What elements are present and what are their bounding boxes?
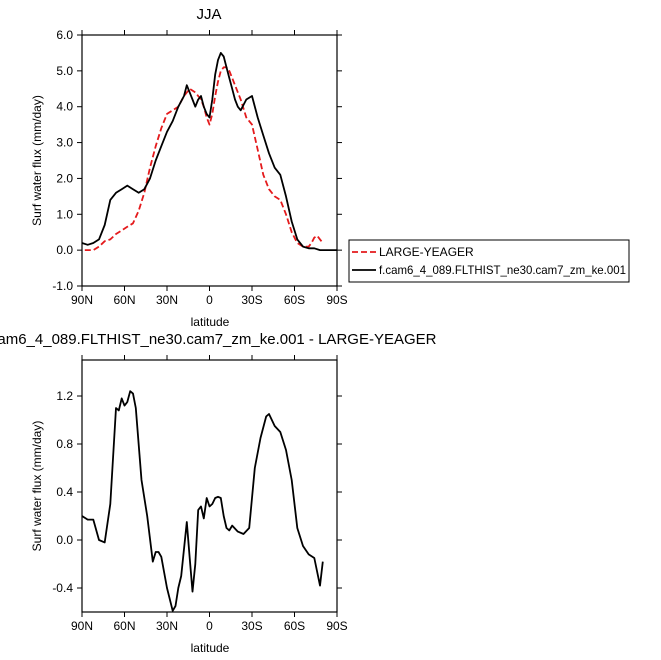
chart-top-legend: LARGE-YEAGER f.cam6_4_089.FLTHIST_ne30.c… xyxy=(348,239,630,283)
x-tick-label: 60N xyxy=(113,619,135,633)
y-tick-label: 4.0 xyxy=(56,100,73,114)
chart-bottom-plot-area: 90N 60N 30N 0 30S 60S 90S -0.4 0.0 0.4 0.8 1.2 xyxy=(52,355,348,633)
chart-top-legend-box xyxy=(348,239,630,283)
chart-bottom-xlabel: latitude xyxy=(191,641,230,655)
series-line-difference xyxy=(81,390,324,612)
chart-top-xlabel: latitude xyxy=(191,315,230,329)
x-tick-label: 90S xyxy=(326,293,347,307)
x-tick-label: 30N xyxy=(156,293,178,307)
x-tick-label: 0 xyxy=(206,293,213,307)
x-tick-label: 90S xyxy=(326,619,347,633)
y-tick-label: 5.0 xyxy=(56,64,73,78)
chart-top-plot-area: 90N 60N 30N 0 30S 60S 90S -1.0 0.0 1.0 2.0 3.0 4.0 5.… xyxy=(52,28,347,307)
x-tick-label: 60N xyxy=(113,293,135,307)
chart-top-frame xyxy=(81,34,338,287)
chart-bottom: f.cam6_4_089.FLTHIST_ne30.cam7_zm_ke.001… xyxy=(0,331,437,655)
x-tick-label: 30S xyxy=(241,293,262,307)
chart-top-title: JJA xyxy=(196,6,221,23)
chart-bottom-ylabel: Surf water flux (mm/day) xyxy=(30,421,44,552)
legend-label-cam6: f.cam6_4_089.FLTHIST_ne30.cam7_zm_ke.001 xyxy=(379,263,626,277)
y-tick-label: 3.0 xyxy=(56,136,73,150)
legend-label-large-yeager: LARGE-YEAGER xyxy=(379,245,474,259)
chart-top: JJA 90N 60N 30N 0 30S 60S 90S -1.0 0.0 1.0 2.0 3.0 4… xyxy=(30,6,630,329)
chart-bottom-frame xyxy=(81,359,338,613)
y-tick-label: 1.2 xyxy=(56,389,73,403)
series-line-large-yeager xyxy=(84,66,324,252)
y-tick-label: 1.0 xyxy=(56,207,73,221)
y-tick-label: 0.0 xyxy=(56,533,73,547)
series-line-f-cam6-4-089-flthist-ne30-cam7-zm-ke-001 xyxy=(81,52,337,252)
chart-bottom-title: f.cam6_4_089.FLTHIST_ne30.cam7_zm_ke.001… xyxy=(0,331,437,348)
y-tick-label: 2.0 xyxy=(56,171,73,185)
y-tick-label: 0.0 xyxy=(56,243,73,257)
x-tick-label: 30S xyxy=(241,619,262,633)
x-tick-label: 0 xyxy=(206,619,213,633)
y-tick-label: 6.0 xyxy=(56,28,73,42)
y-tick-label: -1.0 xyxy=(52,279,73,293)
x-tick-label: 90N xyxy=(71,293,93,307)
x-tick-label: 60S xyxy=(284,293,305,307)
y-tick-label: 0.4 xyxy=(56,485,73,499)
x-tick-label: 90N xyxy=(71,619,93,633)
x-tick-label: 30N xyxy=(156,619,178,633)
chart-top-ylabel: Surf water flux (mm/day) xyxy=(30,95,44,226)
x-tick-label: 60S xyxy=(284,619,305,633)
y-tick-label: 0.8 xyxy=(56,437,73,451)
y-tick-label: -0.4 xyxy=(52,581,73,595)
